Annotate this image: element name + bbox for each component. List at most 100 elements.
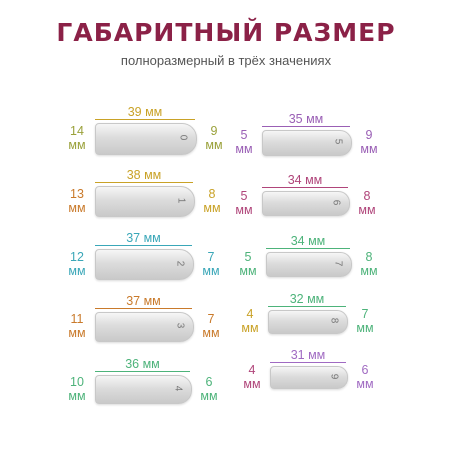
tip-left-unit: мм	[68, 200, 86, 215]
tip-length-line	[268, 306, 346, 307]
tip-left-width: 13 мм	[64, 187, 90, 215]
tip-right-width: 8 мм	[199, 187, 225, 215]
tip-left-value: 5	[244, 249, 252, 264]
tip-length-label: 39 мм	[127, 105, 163, 119]
tip-left-value: 5	[240, 188, 248, 203]
tip-length-line	[95, 308, 192, 309]
tip-length-label: 34 мм	[287, 173, 323, 187]
tip-length-label: 36 мм	[125, 357, 160, 371]
tip-length-label: 32 мм	[289, 292, 325, 306]
tip-right-value: 9	[210, 124, 218, 138]
tip-left-value: 4	[248, 362, 256, 377]
tip-left-width: 12 мм	[64, 250, 90, 278]
tip-right-value: 7	[207, 312, 215, 326]
tip-number: 2	[174, 260, 186, 266]
tip-number: 8	[328, 317, 340, 324]
tip-left-width: 10 мм	[64, 375, 90, 403]
tip-length-label: 31 мм	[290, 348, 326, 362]
tip-length-label: 35 мм	[288, 112, 324, 126]
tip-number: 4	[172, 385, 184, 391]
tip-left-unit: мм	[68, 263, 86, 278]
tip-right-value: 6	[361, 362, 369, 377]
tip-number: 0	[177, 134, 189, 141]
tip-right-value: 8	[363, 188, 371, 203]
tip-right-width: 7 мм	[198, 250, 224, 278]
tip-right-unit: мм	[200, 388, 218, 403]
tip-length-line	[262, 126, 350, 127]
tip-left-unit: мм	[243, 376, 261, 391]
nail-tip: 3	[95, 312, 194, 342]
tip-right-value: 7	[361, 307, 369, 321]
tip-left-unit: мм	[68, 388, 86, 403]
tip-number: 6	[330, 199, 342, 205]
tip-left-width: 5 мм	[231, 189, 257, 217]
tip-length-line	[262, 187, 348, 188]
tip-length-line	[95, 245, 192, 246]
tip-right-value: 8	[208, 186, 216, 201]
tip-right-width: 6 мм	[352, 363, 378, 391]
tip-left-value: 14	[70, 124, 84, 138]
tip-number: 1	[175, 197, 187, 203]
tip-right-width: 9 мм	[201, 124, 227, 152]
tip-number: 7	[332, 260, 344, 266]
tip-length-line	[266, 248, 350, 249]
nail-tip: 4	[95, 375, 192, 404]
tip-left-value: 13	[70, 186, 84, 201]
tip-right-value: 6	[205, 374, 213, 389]
tip-right-unit: мм	[202, 263, 220, 278]
tip-right-unit: мм	[205, 138, 223, 152]
tip-right-unit: мм	[360, 263, 378, 278]
tip-left-unit: мм	[68, 326, 86, 340]
tip-length-label: 37 мм	[126, 231, 161, 245]
tip-left-unit: мм	[239, 263, 257, 278]
nail-tip: 8	[268, 310, 348, 334]
tip-left-width: 14 мм	[64, 124, 90, 152]
tip-right-unit: мм	[356, 376, 374, 391]
tip-right-value: 7	[207, 249, 215, 264]
nail-tip: 2	[95, 249, 194, 280]
tip-left-value: 10	[70, 374, 84, 389]
tip-length-label: 37 мм	[126, 294, 161, 308]
tip-right-value: 8	[365, 249, 373, 264]
tip-right-width: 9 мм	[356, 128, 382, 156]
tip-right-width: 6 мм	[196, 375, 222, 403]
tip-length-label: 38 мм	[126, 168, 162, 182]
tip-number: 3	[174, 322, 186, 329]
tip-right-unit: мм	[356, 321, 374, 335]
tip-left-value: 12	[70, 249, 84, 264]
nail-tip: 9	[270, 366, 348, 389]
tip-right-value: 9	[365, 128, 373, 142]
tip-right-width: 8 мм	[356, 250, 382, 278]
tip-right-unit: мм	[202, 326, 220, 340]
tip-left-unit: мм	[241, 321, 259, 335]
tip-right-unit: мм	[203, 200, 221, 215]
nail-tip: 1	[95, 186, 195, 217]
tip-left-value: 5	[240, 128, 248, 142]
tip-left-unit: мм	[235, 202, 253, 217]
tip-length-label: 34 мм	[290, 234, 326, 248]
nail-tip: 6	[262, 191, 350, 216]
tip-number: 5	[332, 138, 344, 145]
nail-tip: 5	[262, 130, 352, 156]
page-title: ГАБАРИТНЫЙ РАЗМЕР	[56, 18, 396, 47]
nail-tip: 0	[95, 123, 197, 155]
tip-left-width: 11 мм	[64, 312, 90, 340]
tip-left-value: 11	[70, 312, 84, 326]
tip-right-unit: мм	[358, 202, 376, 217]
tip-length-line	[270, 362, 346, 363]
page-subtitle: полноразмерный в трёх значениях	[120, 53, 332, 68]
tip-left-width: 5 мм	[231, 128, 257, 156]
tip-left-unit: мм	[235, 142, 253, 156]
tip-left-width: 5 мм	[235, 250, 261, 278]
tip-length-line	[95, 371, 190, 372]
tip-left-width: 4 мм	[239, 363, 265, 391]
tip-right-unit: мм	[360, 142, 378, 156]
tip-right-width: 7 мм	[198, 312, 224, 340]
nail-tip: 7	[266, 252, 352, 277]
tip-number: 9	[328, 373, 340, 379]
tip-right-width: 7 мм	[352, 307, 378, 335]
tip-length-line	[95, 119, 195, 120]
tip-left-unit: мм	[68, 138, 86, 152]
tip-left-value: 4	[246, 307, 254, 321]
tip-left-width: 4 мм	[237, 307, 263, 335]
